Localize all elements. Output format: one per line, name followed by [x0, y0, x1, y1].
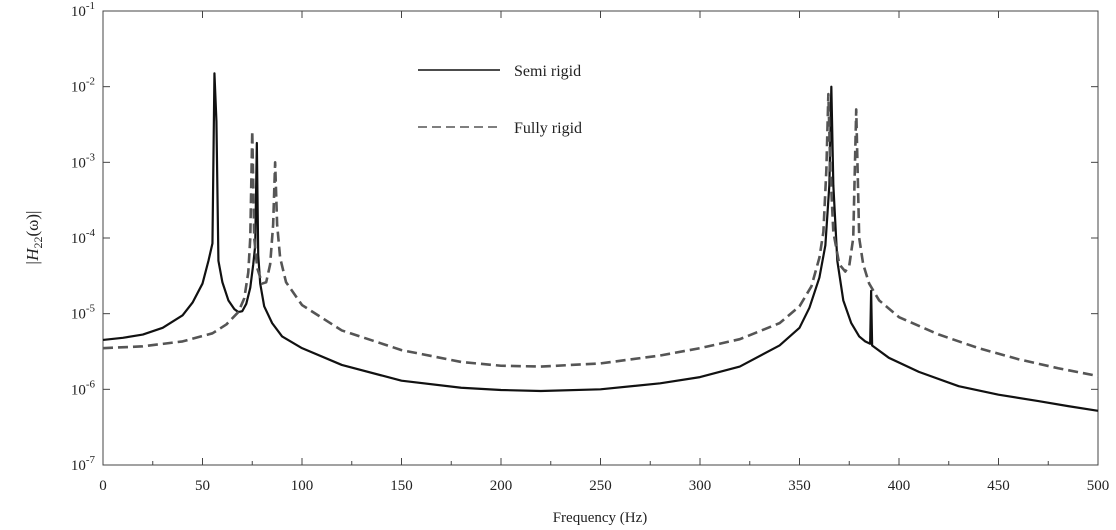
x-tick-label: 50	[195, 478, 210, 494]
y-axis-title: |H22(ω)|	[23, 211, 45, 266]
y-tick-base: 10	[71, 458, 86, 474]
y-tick-label: 10-3	[71, 151, 96, 171]
plot-frame	[102, 10, 1099, 466]
x-tick-label: 500	[1087, 478, 1110, 494]
y-tick-exponent: -4	[86, 227, 96, 239]
y-tick-label: 10-4	[71, 227, 96, 247]
y-tick-exponent: -3	[86, 151, 96, 163]
y-tick-exponent: -7	[86, 454, 96, 466]
x-tick-label: 350	[788, 478, 811, 494]
x-tick-label: 100	[291, 478, 314, 494]
y-tick-base: 10	[71, 80, 86, 96]
y-tick-base: 10	[71, 4, 86, 20]
y-axis-ticks: 10-110-210-310-410-510-610-7	[71, 0, 1098, 474]
y-tick-base: 10	[71, 307, 86, 323]
y-axis-title-pre: |H	[23, 247, 42, 266]
y-tick-exponent: -6	[86, 378, 96, 390]
y-axis-title-post: (ω)|	[23, 211, 42, 237]
x-tick-label: 250	[589, 478, 612, 494]
y-axis-title-sub: 22	[31, 236, 45, 248]
y-tick-base: 10	[71, 382, 86, 398]
y-tick-base: 10	[71, 231, 86, 247]
x-axis-ticks: 0 50 100 150 200 250 300 350 400 450 500	[99, 11, 1109, 494]
series-line-fully-rigid	[102, 92, 1099, 378]
x-axis-title: Frequency (Hz)	[553, 510, 648, 526]
y-tick-label: 10-6	[71, 378, 96, 398]
x-tick-label: 300	[689, 478, 712, 494]
x-tick-label: 400	[888, 478, 911, 494]
y-tick-label: 10-2	[71, 76, 95, 96]
y-tick-label: 10-7	[71, 454, 96, 474]
legend-label-fully-rigid: Fully rigid	[514, 120, 582, 137]
series-layer	[102, 72, 1099, 412]
y-tick-exponent: -1	[86, 0, 95, 12]
y-tick-exponent: -2	[86, 76, 95, 88]
legend: Semi rigid Fully rigid	[418, 63, 582, 137]
y-tick-exponent: -5	[86, 303, 96, 315]
y-tick-label: 10-5	[71, 303, 96, 323]
x-tick-label: 450	[987, 478, 1010, 494]
y-tick-label: 10-1	[71, 0, 95, 20]
series-line-semi-rigid	[102, 72, 1099, 412]
x-tick-label: 200	[490, 478, 513, 494]
legend-label-semi-rigid: Semi rigid	[514, 63, 581, 80]
y-tick-base: 10	[71, 155, 86, 171]
x-tick-label: 0	[99, 478, 107, 494]
x-tick-label: 150	[390, 478, 413, 494]
